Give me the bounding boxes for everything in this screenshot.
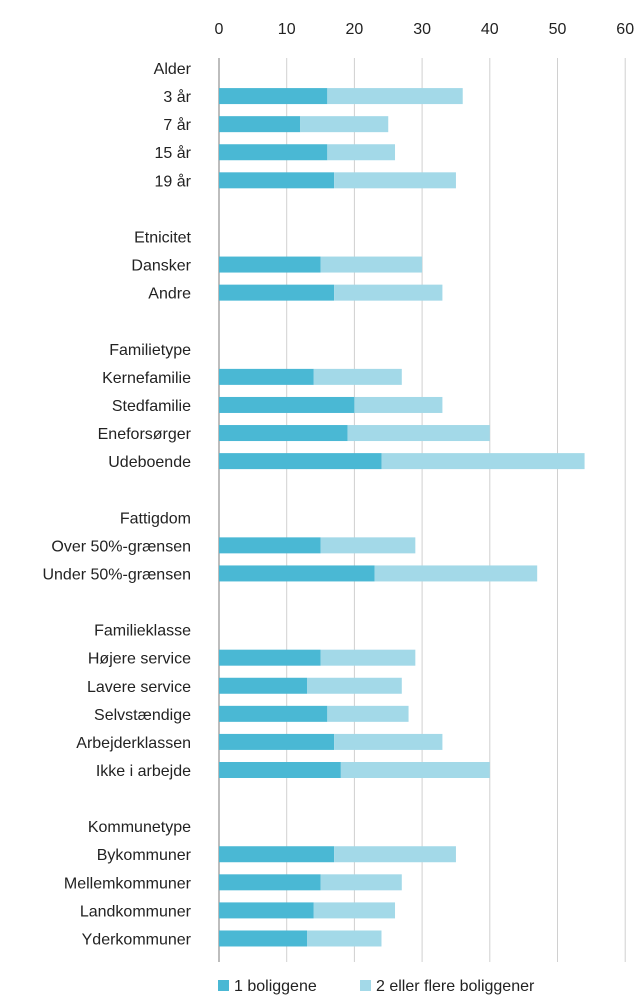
bar-stedfamilie-series-2 bbox=[354, 396, 443, 413]
row-label-3-år: 3 år bbox=[163, 88, 191, 106]
bar-yderkommuner-series-1 bbox=[219, 930, 308, 947]
bar-ikke-i-arbejde-series-2 bbox=[340, 762, 490, 778]
bar-højere-service-series-2 bbox=[320, 649, 416, 666]
bar-15-år-series-1 bbox=[219, 144, 328, 161]
row-label-yderkommuner: Yderkommuner bbox=[82, 931, 192, 948]
gridlines bbox=[218, 58, 626, 962]
row-label-kernefamilie: Kernefamilie bbox=[102, 370, 191, 387]
row-label-landkommuner: Landkommuner bbox=[80, 903, 192, 920]
x-axis-tick-labels: 0 10 20 30 40 50 60 bbox=[215, 21, 635, 38]
legend-swatch-2 bbox=[360, 980, 371, 991]
bar-kernefamilie-series-1 bbox=[219, 368, 314, 385]
bar-bykommuner-series-1 bbox=[219, 846, 335, 863]
row-label-15-år: 15 år bbox=[155, 144, 192, 162]
row-label-7-år: 7 år bbox=[163, 116, 191, 134]
bar-under-50-grænsen-series-1 bbox=[219, 565, 375, 582]
group-header-familietype: Familietype bbox=[109, 342, 191, 359]
bar-yderkommuner-series-2 bbox=[307, 930, 382, 947]
row-label-stedfamilie: Stedfamilie bbox=[112, 398, 191, 415]
bar-mellemkommuner-series-1 bbox=[219, 874, 321, 891]
bar-7-år-series-2 bbox=[300, 116, 389, 133]
bar-eneforsørger-series-1 bbox=[219, 425, 348, 442]
row-label-19-år: 19 år bbox=[155, 172, 192, 190]
x-tick-label-50: 50 bbox=[549, 21, 567, 38]
bar-bykommuner-series-2 bbox=[334, 846, 456, 863]
bar-7-år-series-1 bbox=[219, 116, 301, 133]
bar-mellemkommuner-series-2 bbox=[320, 874, 402, 891]
row-label-mellemkommuner: Mellemkommuner bbox=[64, 875, 192, 892]
bar-lavere-service-series-2 bbox=[307, 677, 402, 694]
group-header-etnicitet: Etnicitet bbox=[134, 229, 191, 246]
x-tick-label-10: 10 bbox=[278, 21, 296, 38]
bar-19-år-series-2 bbox=[334, 172, 456, 189]
bar-landkommuner-series-2 bbox=[313, 902, 396, 919]
bar-stedfamilie-series-1 bbox=[219, 396, 355, 413]
row-label-bykommuner: Bykommuner bbox=[97, 847, 192, 864]
bar-udeboende-series-2 bbox=[381, 453, 585, 470]
row-label-andre: Andre bbox=[148, 286, 191, 303]
group-header-familieklasse: Familieklasse bbox=[94, 623, 191, 640]
bar-andre-series-2 bbox=[334, 284, 443, 301]
bar-selvstændige-series-1 bbox=[219, 705, 328, 722]
bar-15-år-series-2 bbox=[327, 144, 396, 161]
bar-over-50-grænsen-series-1 bbox=[219, 537, 321, 554]
row-label-højere-service: Højere service bbox=[88, 651, 191, 668]
group-header-alder: Alder bbox=[154, 61, 192, 78]
row-label-ikke-i-arbejde: Ikke i arbejde bbox=[96, 763, 191, 780]
bar-udeboende-series-1 bbox=[219, 453, 382, 470]
bar-eneforsørger-series-2 bbox=[347, 425, 490, 442]
row-labels: Alder 3 år 7 år 15 år 19 år Etnicitet Dansker A… bbox=[42, 61, 191, 948]
row-label-eneforsørger: Eneforsørger bbox=[98, 426, 192, 443]
bar-3-år-series-1 bbox=[219, 88, 328, 105]
bar-arbejderklassen-series-2 bbox=[334, 733, 443, 750]
x-tick-label-20: 20 bbox=[346, 21, 364, 38]
bars bbox=[219, 88, 585, 947]
bar-dansker-series-2 bbox=[320, 256, 423, 273]
bar-andre-series-1 bbox=[219, 284, 335, 301]
row-label-arbejderklassen: Arbejderklassen bbox=[76, 735, 191, 752]
row-label-dansker: Dansker bbox=[131, 258, 191, 275]
row-label-udeboende: Udeboende bbox=[108, 454, 191, 471]
bar-3-år-series-2 bbox=[327, 88, 463, 105]
legend-swatch-1 bbox=[218, 980, 229, 991]
group-header-fattigdom: Fattigdom bbox=[120, 510, 191, 527]
bar-arbejderklassen-series-1 bbox=[219, 733, 335, 750]
row-label-lavere-service: Lavere service bbox=[87, 679, 191, 696]
bar-over-50-grænsen-series-2 bbox=[320, 537, 416, 554]
row-label-under-50-grænsen: Under 50%-grænsen bbox=[42, 566, 191, 583]
x-tick-label-30: 30 bbox=[413, 21, 431, 38]
bar-ikke-i-arbejde-series-1 bbox=[219, 762, 341, 778]
x-tick-label-40: 40 bbox=[481, 21, 499, 38]
x-tick-label-60: 60 bbox=[616, 21, 634, 38]
bar-selvstændige-series-2 bbox=[327, 705, 409, 722]
bar-højere-service-series-1 bbox=[219, 649, 321, 666]
bar-landkommuner-series-1 bbox=[219, 902, 314, 919]
bar-under-50-grænsen-series-2 bbox=[374, 565, 538, 582]
x-tick-label-0: 0 bbox=[215, 21, 224, 38]
row-label-selvstændige: Selvstændige bbox=[94, 707, 191, 724]
group-header-kommunetype: Kommunetype bbox=[88, 819, 191, 836]
legend-label-2: 2 eller flere boliggener bbox=[376, 978, 535, 995]
bar-dansker-series-1 bbox=[219, 256, 321, 273]
bar-19-år-series-1 bbox=[219, 172, 335, 189]
row-label-over-50-grænsen: Over 50%-grænsen bbox=[51, 538, 191, 555]
legend: 1 boliggene 2 eller flere boliggener bbox=[218, 978, 535, 995]
legend-label-1: 1 boliggene bbox=[234, 978, 317, 995]
bar-kernefamilie-series-2 bbox=[313, 368, 402, 385]
bar-lavere-service-series-1 bbox=[219, 677, 308, 694]
